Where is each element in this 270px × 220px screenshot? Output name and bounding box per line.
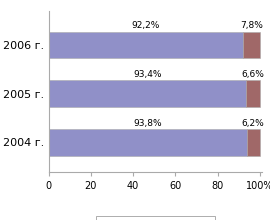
Bar xyxy=(243,32,260,59)
Bar xyxy=(246,80,260,107)
Text: 93,8%: 93,8% xyxy=(133,119,162,128)
Text: 92,2%: 92,2% xyxy=(132,21,160,30)
Bar xyxy=(49,80,246,107)
Bar xyxy=(247,129,260,156)
Text: 93,4%: 93,4% xyxy=(133,70,161,79)
Bar xyxy=(49,129,247,156)
Legend: 150 мг, 300мг: 150 мг, 300мг xyxy=(96,216,215,220)
Text: 6,6%: 6,6% xyxy=(241,70,264,79)
Bar xyxy=(49,32,243,59)
Text: 6,2%: 6,2% xyxy=(242,119,265,128)
Text: 7,8%: 7,8% xyxy=(240,21,263,30)
